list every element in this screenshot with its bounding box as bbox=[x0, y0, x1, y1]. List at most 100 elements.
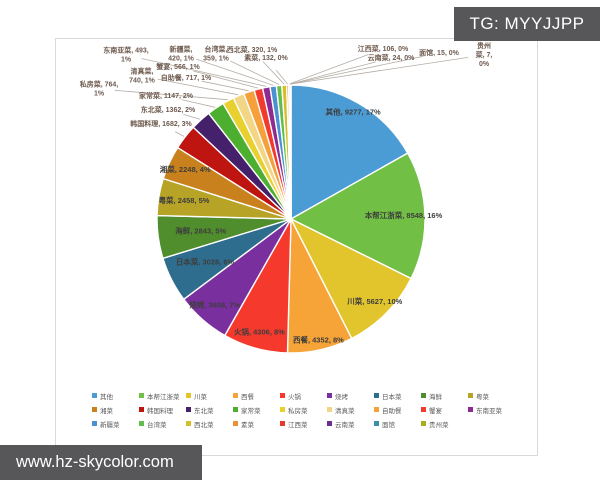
data-label-inside-8: 粤菜, 2458, 5% bbox=[159, 195, 210, 205]
leader-line-14 bbox=[157, 78, 239, 96]
legend-item-12: 家常菜 bbox=[233, 404, 280, 415]
leader-line-24 bbox=[290, 55, 424, 85]
data-label-inside-0: 其他, 9277, 17% bbox=[326, 106, 381, 116]
legend-label: 东南亚菜 bbox=[476, 407, 502, 415]
legend-label: 新疆菜 bbox=[100, 421, 120, 429]
legend-item-5: 烧烤 bbox=[327, 390, 374, 401]
legend-label: 云南菜 bbox=[335, 421, 355, 429]
data-label-outside-24: 面馆, 15, 0% bbox=[419, 48, 459, 57]
legend-label: 其他 bbox=[100, 393, 113, 401]
legend-item-0: 其他 bbox=[92, 390, 139, 401]
data-label-inside-9: 湘菜, 2248, 4% bbox=[160, 164, 211, 174]
pie-slice-0 bbox=[290, 84, 409, 220]
legend-label: 川菜 bbox=[194, 393, 207, 401]
legend-swatch-icon bbox=[421, 421, 426, 426]
legend-item-3: 西餐 bbox=[233, 390, 280, 401]
legend-label: 本帮江浙菜 bbox=[147, 393, 180, 401]
legend-swatch-icon bbox=[327, 421, 332, 426]
data-label-outside-19: 台湾菜, 359, 1% bbox=[203, 44, 229, 62]
legend-label: 江西菜 bbox=[288, 421, 308, 429]
legend-label: 清真菜 bbox=[335, 407, 355, 415]
data-label-outside-12: 家常菜, 1147, 2% bbox=[139, 91, 194, 100]
legend-label: 湘菜 bbox=[100, 407, 113, 415]
legend-swatch-icon bbox=[139, 421, 144, 426]
pie-chart-svg: 其他, 9277, 17% 本帮江浙菜, 8548, 16% 川菜, 5627, 1… bbox=[79, 41, 493, 354]
legend-item-20: 西北菜 bbox=[186, 418, 233, 429]
data-label-outside-14: 清真菜, 740, 1% bbox=[129, 66, 155, 84]
legend-label: 东北菜 bbox=[194, 407, 214, 415]
data-label-inside-6: 日本菜, 3028, 6% bbox=[176, 257, 235, 267]
leader-line-11 bbox=[183, 114, 201, 120]
legend-item-15: 自助餐 bbox=[374, 404, 421, 415]
legend-item-18: 新疆菜 bbox=[92, 418, 139, 429]
legend-label: 台湾菜 bbox=[147, 421, 167, 429]
data-label-outside-18: 新疆菜, 420, 1% bbox=[168, 44, 194, 62]
legend-swatch-icon bbox=[468, 393, 473, 398]
data-label-outside-20: 西北菜, 320, 1% bbox=[227, 45, 278, 54]
legend-swatch-icon bbox=[327, 407, 332, 412]
legend-item-1: 本帮江浙菜 bbox=[139, 390, 186, 401]
legend-item-4: 火锅 bbox=[280, 390, 327, 401]
leader-line-22 bbox=[289, 54, 369, 85]
legend-label: 贵州菜 bbox=[429, 421, 449, 429]
legend-swatch-icon bbox=[233, 421, 238, 426]
data-label-outside-16: 蟹宴, 566, 1% bbox=[155, 62, 200, 71]
legend-label: 家常菜 bbox=[241, 407, 261, 415]
legend-item-7: 海鲜 bbox=[421, 390, 468, 401]
legend-swatch-icon bbox=[374, 407, 379, 412]
data-label-outside-15: 自助餐, 717, 1% bbox=[161, 73, 212, 82]
legend-swatch-icon bbox=[421, 393, 426, 398]
legend-item-22: 江西菜 bbox=[280, 418, 327, 429]
data-label-inside-3: 西餐, 4352, 8% bbox=[293, 335, 344, 345]
legend-swatch-icon bbox=[280, 393, 285, 398]
legend-label: 烧烤 bbox=[335, 393, 348, 401]
legend-swatch-icon bbox=[92, 407, 97, 412]
legend-item-23: 云南菜 bbox=[327, 418, 374, 429]
legend-item-10: 韩国料理 bbox=[139, 404, 186, 415]
leader-line-16 bbox=[193, 70, 259, 89]
data-label-inside-1: 本帮江浙菜, 8548, 16% bbox=[364, 210, 443, 220]
legend-item-24: 面馆 bbox=[374, 418, 421, 429]
legend-label: 海鲜 bbox=[429, 393, 442, 401]
watermark-bottom-left: www.hz-skycolor.com bbox=[0, 445, 202, 480]
data-label-outside-25: 贵州菜, 7, 0% bbox=[475, 41, 493, 68]
legend-item-6: 日本菜 bbox=[374, 390, 421, 401]
legend-item-14: 清真菜 bbox=[327, 404, 374, 415]
legend-label: 自助餐 bbox=[382, 407, 402, 415]
legend-item-21: 素菜 bbox=[233, 418, 280, 429]
data-label-outside-10: 韩国料理, 1682, 3% bbox=[130, 119, 192, 128]
legend-item-2: 川菜 bbox=[186, 390, 233, 401]
legend-item-16: 蟹宴 bbox=[421, 404, 468, 415]
legend-swatch-icon bbox=[233, 393, 238, 398]
data-label-outside-13: 私房菜, 764, 1% bbox=[79, 79, 119, 97]
legend-item-17: 东南亚菜 bbox=[468, 404, 515, 415]
legend-item-11: 东北菜 bbox=[186, 404, 233, 415]
chart-legend: 其他 本帮江浙菜 川菜 西餐 火锅 烧烤 日本菜 海鲜 粤菜 湘菜 韩国料理 东北菜 家常菜 私房菜 清真菜… bbox=[92, 390, 522, 429]
legend-label: 日本菜 bbox=[382, 393, 402, 401]
data-label-outside-17: 东南亚菜, 493, 1% bbox=[103, 45, 149, 63]
legend-swatch-icon bbox=[186, 393, 191, 398]
leader-line-12 bbox=[181, 99, 216, 108]
data-label-outside-21: 素菜, 132, 0% bbox=[244, 53, 288, 62]
legend-item-19: 台湾菜 bbox=[139, 418, 186, 429]
legend-swatch-icon bbox=[280, 407, 285, 412]
legend-swatch-icon bbox=[92, 421, 97, 426]
data-label-outside-23: 云南菜, 24, 0% bbox=[368, 53, 415, 62]
legend-item-9: 湘菜 bbox=[92, 404, 139, 415]
legend-label: 私房菜 bbox=[288, 407, 308, 415]
leader-line-10 bbox=[174, 131, 185, 137]
data-label-outside-22: 江西菜, 106, 0% bbox=[358, 44, 409, 53]
leader-line-18 bbox=[196, 58, 274, 86]
legend-swatch-icon bbox=[280, 421, 285, 426]
legend-swatch-icon bbox=[421, 407, 426, 412]
legend-swatch-icon bbox=[327, 393, 332, 398]
leader-line-15 bbox=[201, 80, 249, 92]
leader-line-20 bbox=[262, 61, 285, 85]
leader-line-13 bbox=[114, 89, 228, 101]
data-label-inside-2: 川菜, 5627, 10% bbox=[346, 296, 402, 306]
legend-item-13: 私房菜 bbox=[280, 404, 327, 415]
legend-swatch-icon bbox=[139, 407, 144, 412]
legend-label: 西餐 bbox=[241, 393, 254, 401]
legend-swatch-icon bbox=[468, 407, 473, 412]
watermark-top-right: TG: MYYJJPP bbox=[454, 7, 600, 41]
